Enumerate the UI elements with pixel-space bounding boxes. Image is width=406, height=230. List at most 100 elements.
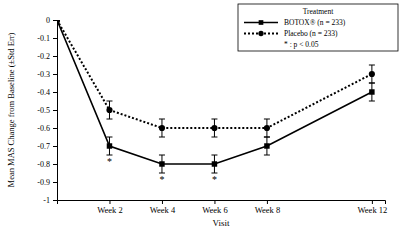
- series-marker: [369, 89, 374, 94]
- significance-marker: *: [212, 174, 217, 185]
- error-bar: [369, 65, 375, 83]
- legend-item: BOTOX® (n = 233): [244, 18, 346, 27]
- significance-marker: *: [107, 156, 112, 167]
- y-tick-label: -0.4: [37, 88, 50, 97]
- y-tick: -0.2: [37, 52, 57, 61]
- error-bar-cap: [106, 119, 112, 120]
- error-bar-cap: [159, 155, 165, 156]
- y-tick: -0.8: [37, 160, 57, 169]
- y-tick: -0.1: [37, 34, 57, 43]
- series-marker: [106, 107, 112, 113]
- series-line: [57, 20, 372, 128]
- x-axis-title: Visit: [213, 218, 230, 228]
- error-bar: [264, 119, 270, 137]
- y-tick-label: -1: [43, 196, 50, 205]
- x-tick: Week 8: [255, 200, 281, 215]
- series-marker: [107, 143, 112, 148]
- legend: TreatmentBOTOX® (n = 233)Placebo (n = 23…: [238, 4, 398, 51]
- error-bar-cap: [159, 119, 165, 120]
- y-tick-label: 0: [46, 16, 50, 25]
- series-marker: [159, 161, 164, 166]
- x-axis: Week 2 Week 4 Week 6 Week 8 Week 12: [58, 200, 388, 215]
- x-tick-label: Week 12: [357, 205, 387, 215]
- series-marker: [57, 20, 60, 23]
- x-tick-label: Week 2: [97, 205, 123, 215]
- legend-label: Placebo (n = 233): [284, 29, 338, 38]
- y-tick-mark: [53, 146, 57, 147]
- y-tick-label: -0.1: [37, 34, 50, 43]
- significance-marker: *: [159, 174, 164, 185]
- error-bar-cap: [211, 155, 217, 156]
- y-tick-label: -0.5: [37, 106, 50, 115]
- error-bar: [106, 137, 112, 155]
- series-marker: [211, 125, 217, 131]
- series-marker: [369, 71, 375, 77]
- y-axis-line: [53, 21, 58, 201]
- x-tick-mark: [267, 200, 268, 204]
- y-tick-label: -0.6: [37, 124, 50, 133]
- y-tick-label: -0.7: [37, 142, 50, 151]
- y-tick-mark: [53, 20, 57, 21]
- error-bar-cap: [159, 137, 165, 138]
- x-tick: Week 12: [357, 200, 387, 215]
- series-marker: [212, 161, 217, 166]
- y-tick-label: -0.2: [37, 52, 50, 61]
- y-tick-mark: [53, 56, 57, 57]
- y-tick: -0.5: [37, 106, 57, 115]
- y-tick-mark: [53, 128, 57, 129]
- chart: 0 -0.1 -0.2 -0.3 -0.4 -0.5 -0.6 -0.7 -0.8 -0.9 -1 W…: [0, 0, 406, 230]
- error-bar: [211, 119, 217, 137]
- error-bar-cap: [369, 83, 375, 84]
- legend-box: [238, 4, 398, 51]
- error-bar: [264, 137, 270, 155]
- series-marker: [159, 125, 165, 131]
- x-tick-label: Week 8: [255, 205, 281, 215]
- error-bar: [159, 155, 165, 173]
- y-tick-mark: [53, 200, 57, 201]
- y-tick: 0: [46, 16, 57, 25]
- y-tick: -0.9: [37, 178, 57, 187]
- x-axis-line: [58, 201, 386, 205]
- series-marker: [57, 20, 60, 23]
- y-tick: -0.4: [37, 88, 57, 97]
- legend-note: * : p < 0.05: [284, 40, 319, 49]
- y-tick: -0.6: [37, 124, 57, 133]
- x-tick-mark: [109, 200, 110, 204]
- x-tick: Week 4: [150, 200, 176, 215]
- y-axis-title: Mean MAS Change from Baseline (±Std Err): [6, 32, 16, 187]
- y-tick: -0.7: [37, 142, 57, 151]
- error-bar-cap: [369, 83, 375, 84]
- legend-item: Placebo (n = 233): [244, 29, 338, 38]
- error-bar-cap: [264, 137, 270, 138]
- series-marker: [264, 143, 269, 148]
- error-bar-cap: [211, 137, 217, 138]
- error-bar-cap: [264, 155, 270, 156]
- error-bar-cap: [264, 119, 270, 120]
- x-tick: Week 2: [97, 200, 123, 215]
- x-tick-label: Week 4: [150, 205, 176, 215]
- x-tick-mark: [162, 200, 163, 204]
- y-tick-mark: [53, 38, 57, 39]
- error-bar: [211, 155, 217, 173]
- x-tick-mark: [372, 200, 373, 204]
- error-bar: [369, 83, 375, 101]
- legend-marker: [258, 31, 263, 36]
- error-bar-cap: [211, 119, 217, 120]
- y-tick-mark: [53, 92, 57, 93]
- legend-label: BOTOX® (n = 233): [284, 18, 346, 27]
- error-bar: [159, 119, 165, 137]
- error-bar-cap: [106, 137, 112, 138]
- y-tick-mark: [53, 164, 57, 165]
- y-axis: 0 -0.1 -0.2 -0.3 -0.4 -0.5 -0.6 -0.7 -0.8 -0.9 -1: [37, 16, 57, 205]
- error-bar-cap: [369, 65, 375, 66]
- y-tick-mark: [53, 182, 57, 183]
- y-tick-label: -0.3: [37, 70, 50, 79]
- error-bar-cap: [106, 101, 112, 102]
- x-tick-mark: [214, 200, 215, 204]
- x-tick-label: Week 6: [202, 205, 228, 215]
- y-tick-mark: [53, 110, 57, 111]
- y-tick-label: -0.8: [37, 160, 50, 169]
- y-tick: -1: [43, 196, 57, 205]
- y-tick: -0.3: [37, 70, 57, 79]
- y-tick-mark: [53, 74, 57, 75]
